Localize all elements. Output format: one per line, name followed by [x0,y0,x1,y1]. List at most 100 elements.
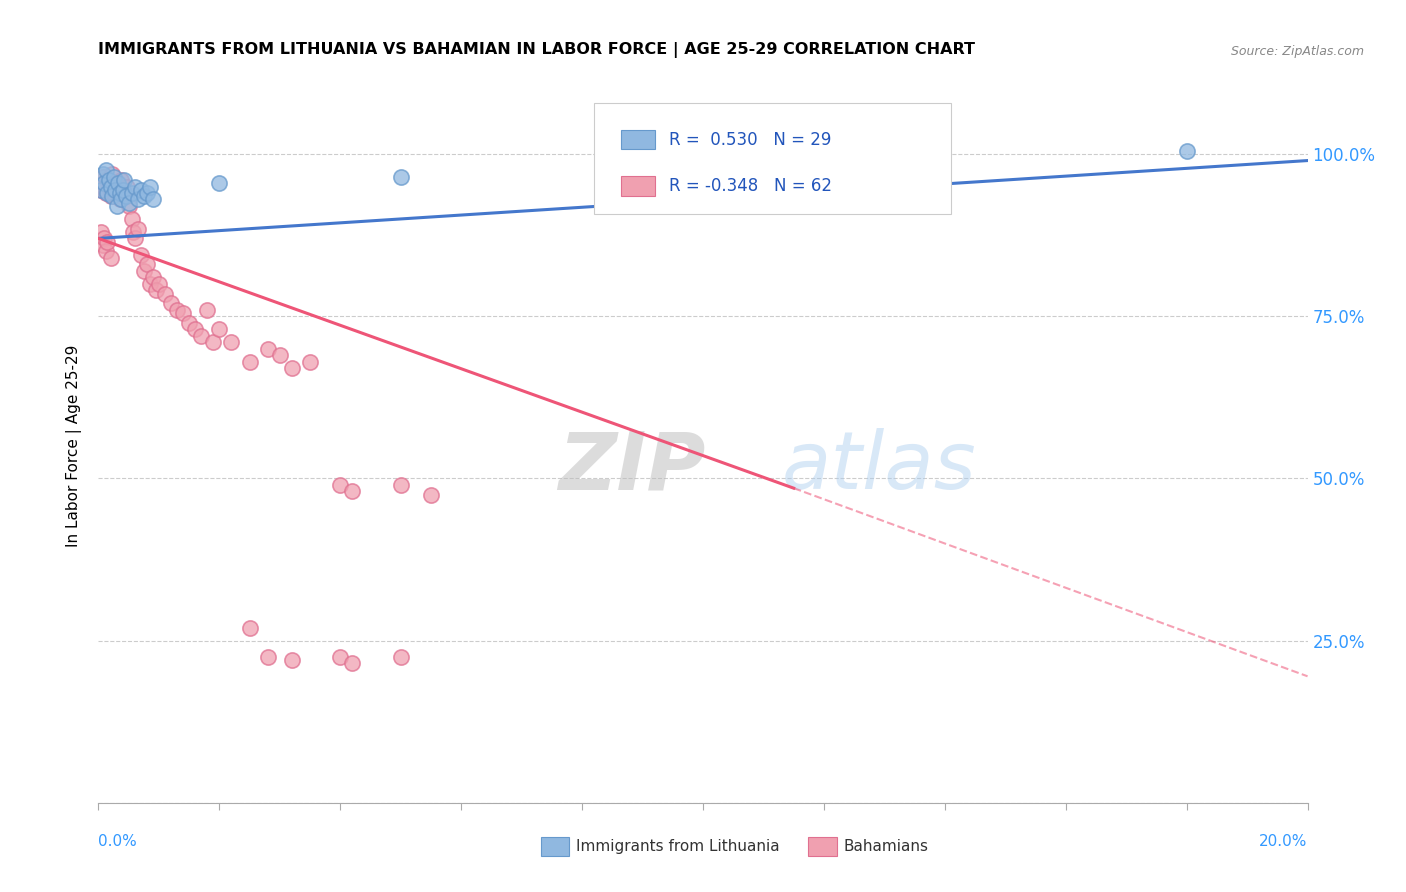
Point [108,186,131,200]
Point [100,251,122,265]
Point [111,183,134,197]
Text: Bahamians: Bahamians [844,839,928,854]
Point [105,199,128,213]
Point [389,478,412,492]
Point [90,183,112,197]
Point [153,286,176,301]
Point [94,244,117,259]
Point [112,186,135,200]
Point [124,179,146,194]
Point [110,193,132,207]
Point [93,176,115,190]
Point [342,657,364,671]
Point [1175,144,1198,158]
Point [132,189,155,203]
Bar [621,129,655,150]
Point [98,179,121,194]
Point [121,186,143,200]
Point [139,179,162,194]
Point [139,277,162,291]
Point [124,231,146,245]
Point [100,179,122,194]
Point [105,176,128,190]
Point [100,189,122,203]
Point [299,354,322,368]
Point [94,186,117,200]
Point [114,189,136,203]
Point [166,302,188,317]
Point [114,189,136,203]
Point [420,488,443,502]
Point [112,173,135,187]
Point [148,277,170,291]
Point [117,179,139,194]
Point [202,335,225,350]
Text: atlas: atlas [782,428,976,507]
Point [96,186,118,200]
FancyBboxPatch shape [595,103,950,214]
Text: R = -0.348   N = 62: R = -0.348 N = 62 [669,177,832,194]
Point [239,354,262,368]
Point [104,189,127,203]
Text: IMMIGRANTS FROM LITHUANIA VS BAHAMIAN IN LABOR FORCE | AGE 25-29 CORRELATION CHA: IMMIGRANTS FROM LITHUANIA VS BAHAMIAN IN… [98,42,976,58]
Y-axis label: In Labor Force | Age 25-29: In Labor Force | Age 25-29 [66,345,83,547]
Point [281,361,304,376]
Point [108,193,131,207]
Point [256,342,278,356]
Point [111,183,134,197]
Point [118,199,141,213]
Point [91,169,114,184]
Point [135,257,157,271]
Point [96,235,118,249]
Point [98,173,121,187]
Text: R =  0.530   N = 29: R = 0.530 N = 29 [669,130,831,148]
Text: 0.0%: 0.0% [98,834,138,849]
Point [221,335,243,350]
Point [142,270,165,285]
Point [239,621,262,635]
Point [103,183,125,197]
Point [172,306,194,320]
Point [132,264,155,278]
Point [342,484,364,499]
Point [104,183,127,197]
Point [107,186,129,200]
Point [329,478,352,492]
Point [190,328,212,343]
Point [100,189,122,203]
Point [269,348,291,362]
Point [329,649,352,664]
Point [129,183,152,197]
Point [142,193,165,207]
Point [103,169,125,184]
Point [118,195,141,210]
Point [91,167,114,181]
Point [110,173,132,187]
Point [129,247,152,261]
Point [90,183,112,197]
Point [135,186,157,200]
Point [127,221,149,235]
Point [100,167,122,181]
Point [96,173,118,187]
Point [121,211,143,226]
Point [256,649,278,664]
Point [389,169,412,184]
Point [93,176,115,190]
Text: ZIP: ZIP [558,428,706,507]
Point [195,302,218,317]
Point [122,225,145,239]
Point [208,322,231,336]
Point [94,163,117,178]
Point [91,238,114,252]
Text: Immigrants from Lithuania: Immigrants from Lithuania [576,839,780,854]
Point [184,322,207,336]
Point [127,193,149,207]
Bar [621,176,655,195]
Point [90,225,112,239]
Point [281,653,304,667]
Point [145,283,167,297]
Point [160,296,183,310]
Point [107,176,129,190]
Point [208,176,231,190]
